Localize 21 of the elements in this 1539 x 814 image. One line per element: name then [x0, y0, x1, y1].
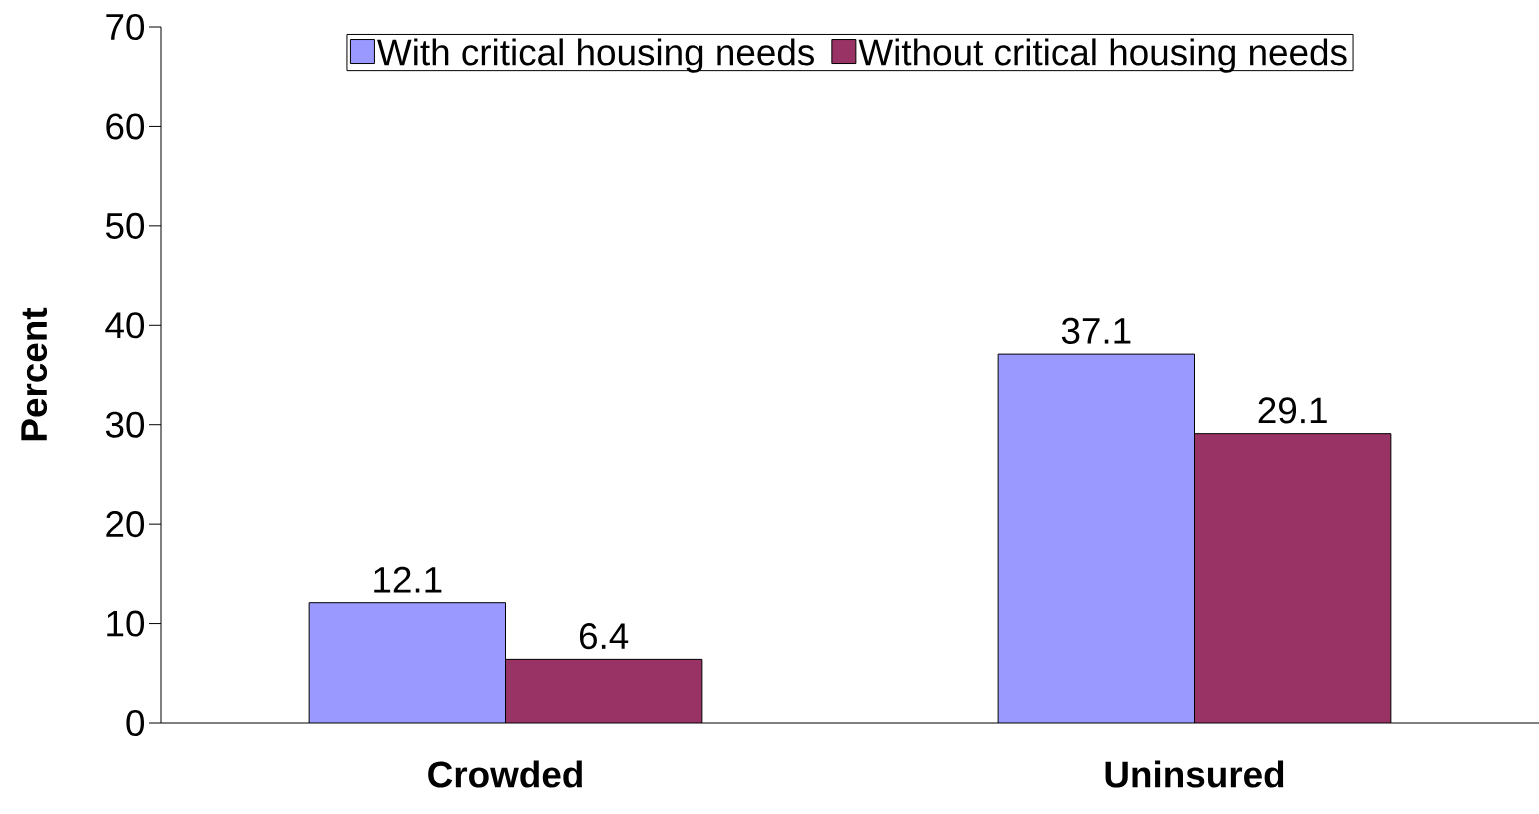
x-tick-label: Crowded	[428, 760, 582, 788]
y-tick-label: 40	[105, 312, 145, 339]
y-axis-title: Percent	[21, 307, 48, 441]
data-label: 12.1	[374, 566, 442, 593]
y-tick-label: 20	[106, 511, 145, 538]
y-tick-label: 60	[106, 113, 145, 140]
bar	[997, 353, 1195, 723]
bar	[505, 659, 702, 723]
legend-label: With critical housing needs	[377, 38, 814, 73]
bar	[309, 602, 506, 723]
x-tick-label: Uninsured	[1105, 760, 1284, 788]
y-tick-label: 10	[107, 610, 145, 637]
bar	[1194, 433, 1392, 723]
y-tick-label: 50	[105, 212, 145, 239]
data-label: 37.1	[1061, 317, 1131, 344]
data-label: 29.1	[1258, 397, 1327, 424]
y-tick-label: 70	[106, 13, 145, 41]
y-tick-label: 30	[105, 411, 145, 438]
y-tick-label: 0	[126, 709, 145, 737]
legend-label: Without critical housing needs	[858, 38, 1347, 73]
data-label: 6.4	[579, 623, 629, 650]
